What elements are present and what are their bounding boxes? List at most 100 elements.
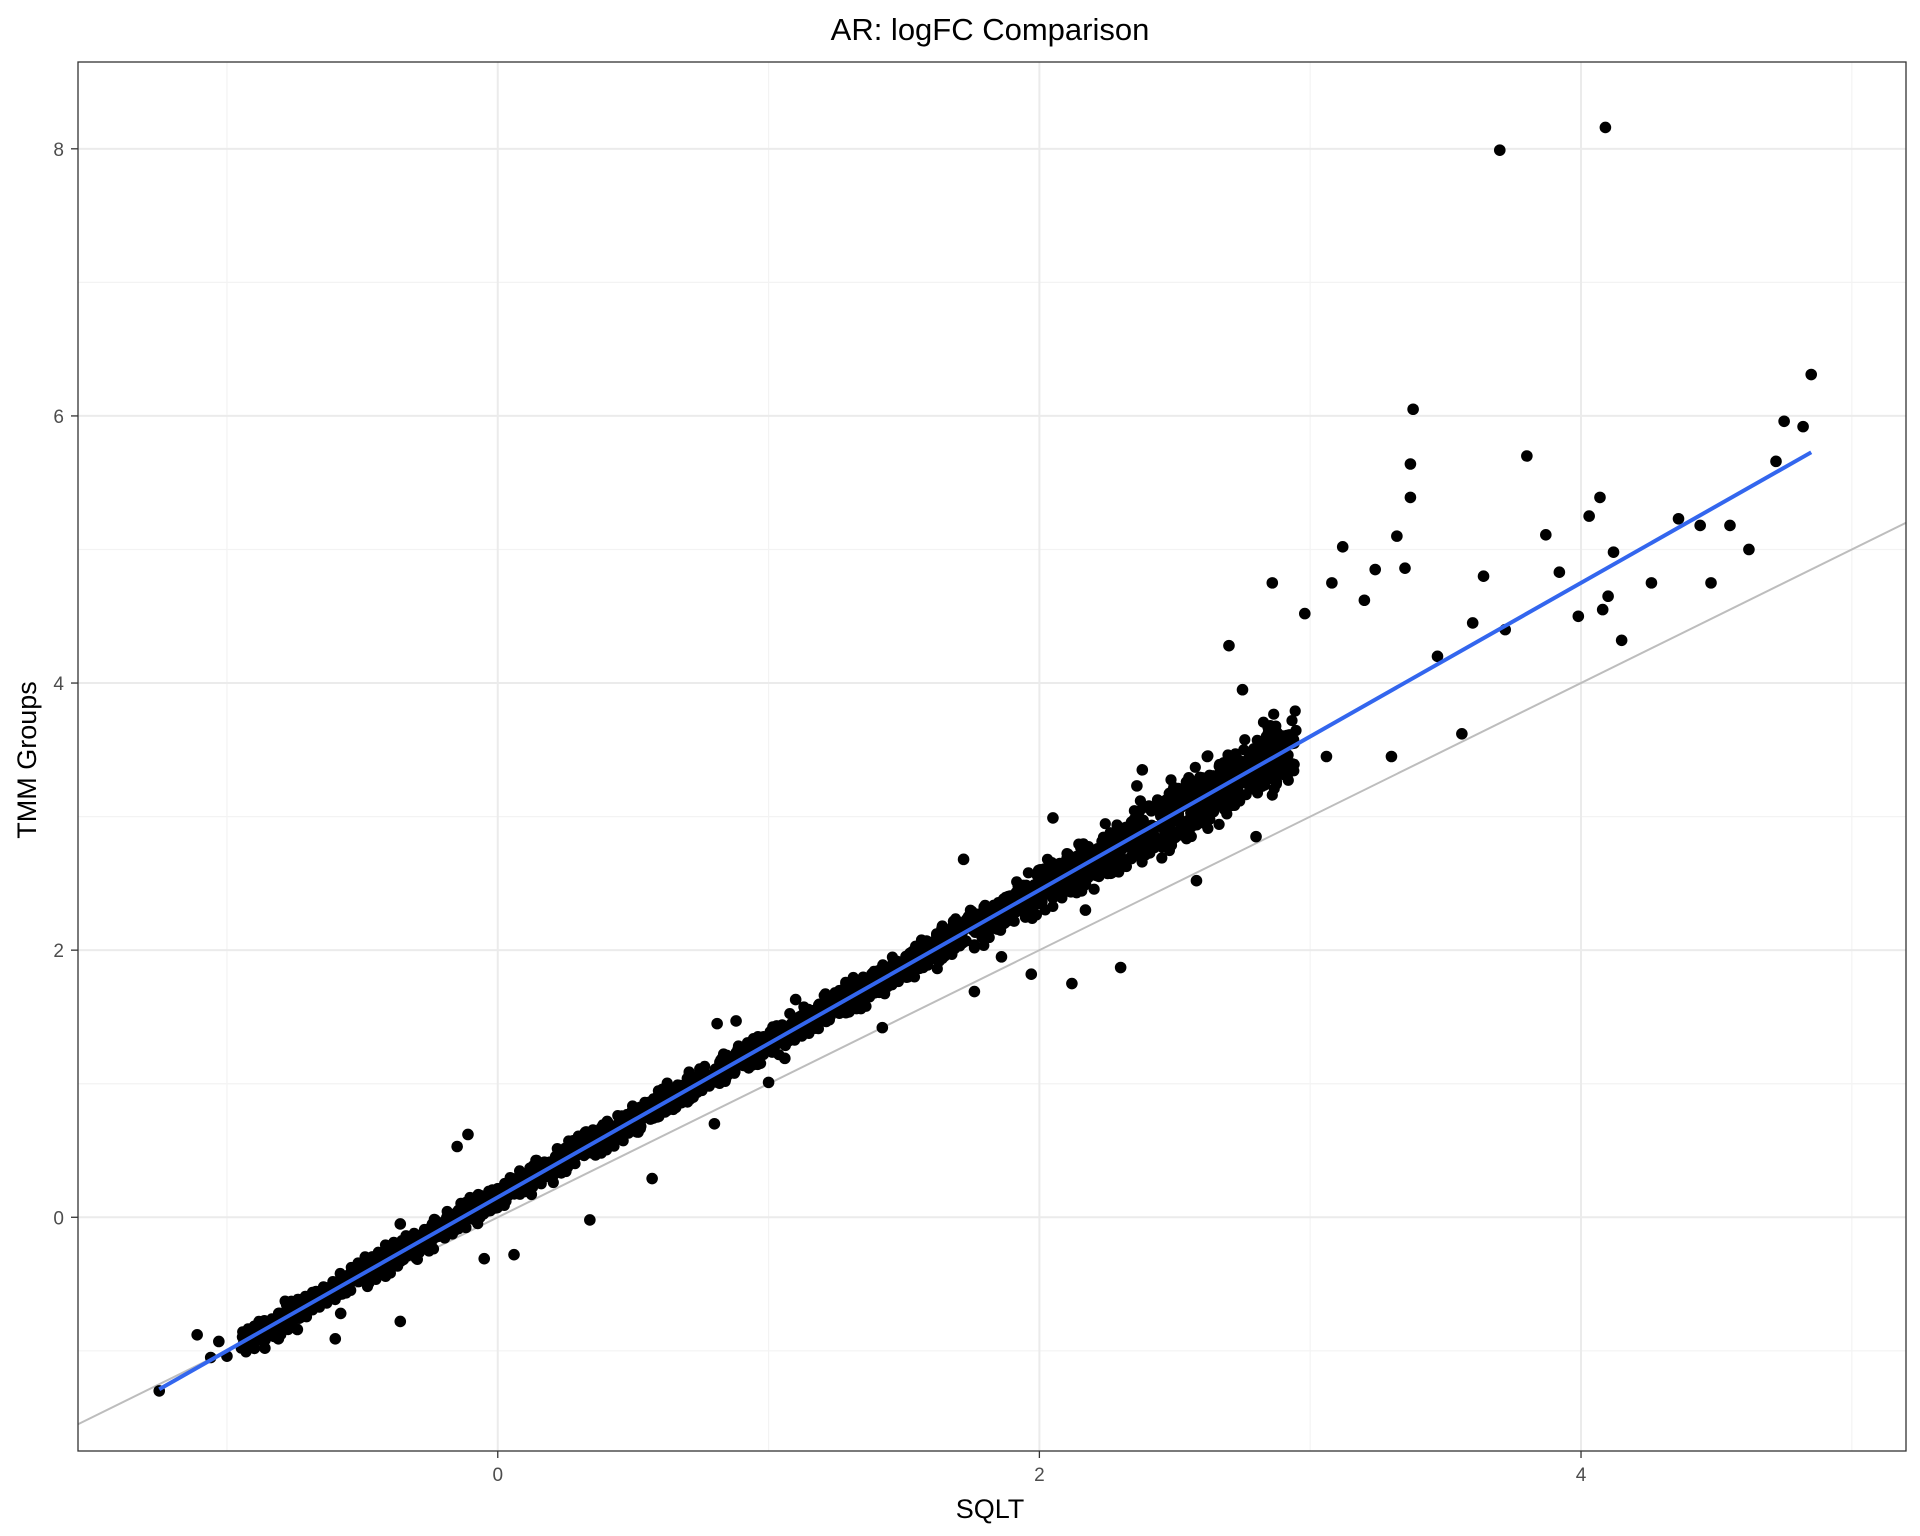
- data-point: [1250, 830, 1262, 843]
- data-point: [892, 975, 905, 988]
- data-point: [1127, 844, 1139, 856]
- data-point: [1207, 804, 1219, 817]
- y-tick-label: 6: [53, 407, 64, 428]
- data-point: [1049, 859, 1061, 871]
- data-point: [1213, 818, 1225, 831]
- data-point: [460, 1222, 472, 1234]
- data-point: [1385, 750, 1398, 763]
- data-point: [878, 961, 890, 973]
- data-point: [608, 1140, 620, 1152]
- data-point: [396, 1235, 408, 1247]
- data-point: [1805, 368, 1818, 381]
- data-point: [1116, 830, 1128, 842]
- data-point: [978, 939, 990, 952]
- x-axis-title: SQLT: [956, 1494, 1025, 1524]
- data-point: [1227, 759, 1239, 771]
- data-point: [1284, 762, 1296, 775]
- data-point: [752, 1058, 764, 1071]
- data-point: [1131, 780, 1143, 792]
- data-point: [819, 988, 832, 1000]
- data-point: [752, 1031, 764, 1043]
- data-point: [256, 1333, 268, 1346]
- data-point: [647, 1112, 659, 1124]
- data-point: [1431, 650, 1444, 663]
- data-point: [1672, 512, 1685, 525]
- data-point: [362, 1272, 374, 1284]
- data-point: [352, 1257, 364, 1269]
- data-point: [720, 1052, 732, 1064]
- data-point: [1190, 784, 1202, 797]
- data-point: [1025, 968, 1038, 980]
- data-point: [334, 1307, 347, 1320]
- data-point: [1234, 795, 1246, 807]
- data-point: [995, 951, 1008, 963]
- data-point: [675, 1097, 688, 1109]
- y-tick-label: 2: [53, 941, 64, 962]
- data-point: [1196, 773, 1208, 785]
- data-point: [1164, 830, 1176, 843]
- data-point: [1222, 749, 1234, 761]
- data-point: [1067, 876, 1079, 888]
- data-point: [968, 985, 981, 998]
- data-point: [379, 1248, 391, 1260]
- data-point: [1128, 813, 1140, 825]
- data-point: [1015, 903, 1027, 915]
- data-point: [1173, 816, 1185, 828]
- data-point: [248, 1343, 260, 1355]
- data-point: [569, 1134, 581, 1147]
- data-point: [372, 1268, 385, 1281]
- data-point: [1221, 808, 1233, 820]
- data-point: [191, 1329, 203, 1341]
- data-point: [1079, 904, 1092, 916]
- data-point: [462, 1128, 474, 1141]
- data-point: [1521, 450, 1533, 462]
- data-point: [1407, 403, 1419, 416]
- data-point: [1213, 789, 1225, 801]
- data-point: [998, 893, 1010, 905]
- data-point: [394, 1218, 407, 1230]
- data-point: [1023, 898, 1035, 910]
- data-point: [1477, 570, 1490, 582]
- data-point: [1235, 759, 1247, 771]
- data-point: [779, 1039, 792, 1052]
- data-point: [1705, 577, 1717, 589]
- data-point: [306, 1286, 319, 1298]
- data-point: [1743, 543, 1755, 556]
- data-point: [1134, 795, 1146, 807]
- data-point: [1797, 420, 1809, 433]
- data-point: [1553, 566, 1566, 578]
- data-point: [587, 1127, 599, 1139]
- data-point: [959, 917, 972, 929]
- data-point: [478, 1252, 491, 1265]
- data-point: [1071, 887, 1083, 899]
- data-point: [535, 1177, 547, 1189]
- data-point: [329, 1333, 342, 1345]
- data-point: [789, 993, 802, 1006]
- y-tick-label: 8: [53, 140, 64, 161]
- data-point: [1320, 750, 1333, 763]
- data-point: [1724, 519, 1736, 532]
- data-point: [1047, 812, 1059, 824]
- data-point: [603, 1117, 615, 1129]
- data-point: [936, 922, 948, 935]
- data-point: [1456, 727, 1468, 740]
- data-point: [299, 1294, 311, 1306]
- data-point: [1227, 784, 1239, 797]
- data-point: [822, 996, 834, 1009]
- data-point: [1099, 818, 1111, 830]
- data-point: [1358, 594, 1371, 607]
- y-tick-label: 0: [53, 1208, 64, 1229]
- data-point: [1694, 519, 1706, 532]
- data-point: [876, 1021, 889, 1034]
- data-point: [1066, 977, 1078, 990]
- data-point: [1190, 874, 1203, 887]
- data-point: [904, 965, 916, 977]
- data-point: [361, 1280, 374, 1293]
- data-point: [1493, 144, 1506, 156]
- data-point: [1238, 744, 1250, 756]
- data-point: [646, 1172, 658, 1185]
- data-point: [1075, 842, 1087, 854]
- data-point: [1165, 774, 1177, 786]
- data-point: [1270, 778, 1282, 790]
